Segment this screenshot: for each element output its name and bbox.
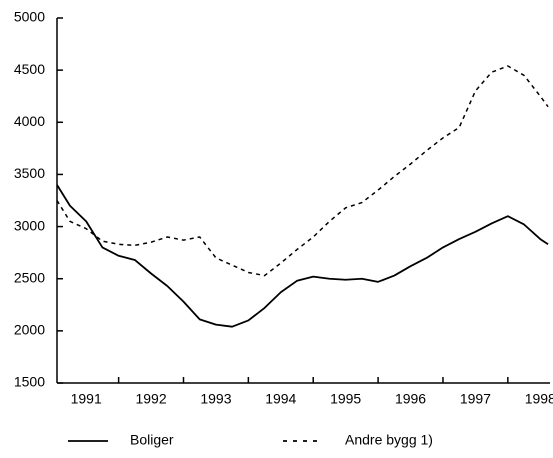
y-tick-label: 2000 [14,322,45,338]
legend-label: Andre bygg 1) [345,432,433,448]
series-line [56,184,549,328]
y-tick-label: 4500 [14,61,45,77]
series-line [56,65,549,277]
x-tick-label: 1992 [135,391,166,407]
x-tick-label: 1995 [330,391,361,407]
y-tick-label: 2500 [14,269,45,285]
x-tick-label: 1997 [460,391,491,407]
x-tick-label: 1996 [395,391,426,407]
y-tick-label: 1500 [14,374,45,390]
y-tick-label: 3000 [14,217,45,233]
y-tick-label: 5000 [14,9,45,25]
x-tick-label: 1994 [265,391,296,407]
legend-label: Boliger [130,432,174,448]
y-tick-label: 4000 [14,113,45,129]
x-tick-label: 1993 [200,391,231,407]
x-tick-label: 1991 [71,391,102,407]
x-tick-label: 1998 [525,391,553,407]
y-tick-label: 3500 [14,165,45,181]
